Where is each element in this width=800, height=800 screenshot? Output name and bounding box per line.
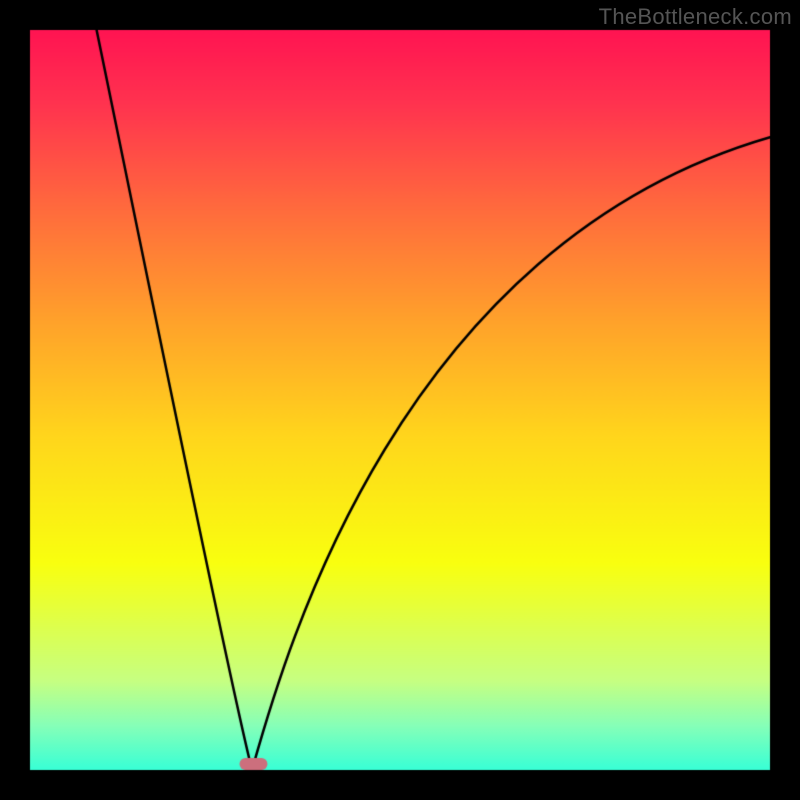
watermark-text: TheBottleneck.com <box>599 4 792 30</box>
chart-container: TheBottleneck.com <box>0 0 800 800</box>
bottleneck-chart-canvas <box>0 0 800 800</box>
